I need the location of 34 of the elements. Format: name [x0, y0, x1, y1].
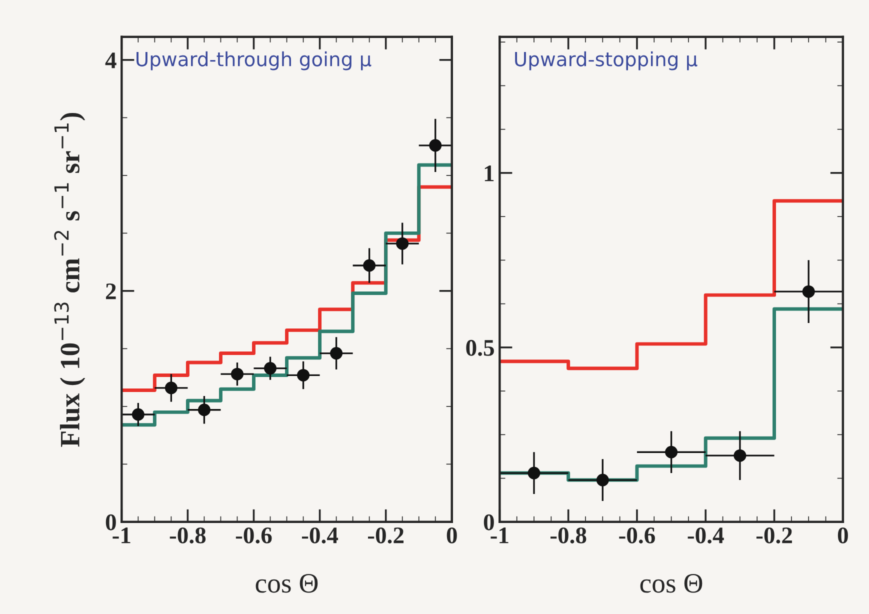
x-tick-label: -0.4: [302, 527, 338, 544]
x-tick-label: 0: [838, 527, 848, 544]
y-tick-label: 0.5: [466, 340, 494, 356]
point: [264, 362, 277, 375]
point: [297, 368, 310, 382]
text: Flux ( 10$^{−13}$ cm$^{−2}$ s$^{−1}$ sr$^{−1}$): [54, 112, 86, 447]
point: [596, 474, 609, 486]
point: [230, 368, 244, 380]
point: [734, 449, 746, 462]
point: [363, 259, 376, 272]
point: [164, 382, 178, 394]
x-axis-title: cos Θ: [256, 574, 318, 593]
point: [802, 285, 815, 298]
x-tick-label: -0.2: [756, 527, 792, 544]
x-tick-label: -0.6: [236, 527, 272, 544]
point: [132, 408, 144, 421]
point: [429, 139, 442, 152]
point: [665, 446, 678, 458]
x-tick-label: -0.6: [619, 527, 655, 544]
x-axis-title: cos Θ: [640, 574, 702, 593]
text: Upward-through going μ: [136, 51, 372, 70]
y-tick-label: 1: [484, 166, 494, 182]
point: [528, 466, 540, 480]
x-tick-label: -0.8: [170, 527, 206, 544]
point: [396, 237, 409, 250]
x-tick-label: -0.2: [368, 527, 404, 544]
x-tick-label: 0: [446, 527, 457, 544]
y-tick-label: 4: [105, 52, 116, 68]
point: [330, 347, 343, 360]
point: [198, 404, 210, 416]
x-tick-label: -0.4: [688, 527, 724, 544]
y-tick-label: 2: [106, 283, 116, 300]
text: Upward-stopping μ: [515, 51, 698, 70]
x-tick-label: -0.8: [550, 527, 586, 544]
